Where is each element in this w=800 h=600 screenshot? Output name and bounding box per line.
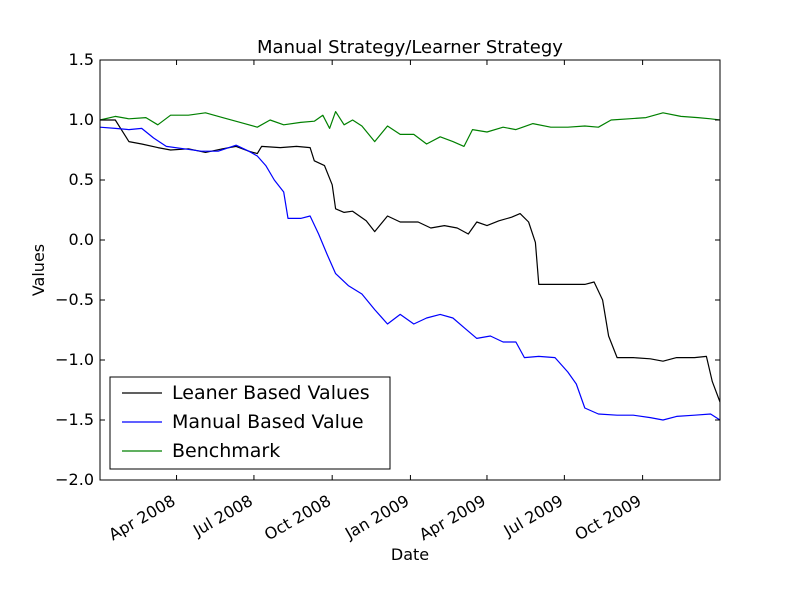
y-tick-label-2: 0.5 xyxy=(69,170,94,189)
series-line-0 xyxy=(100,119,721,403)
y-tick-label-3: 0.0 xyxy=(69,230,94,249)
legend-label-0: Leaner Based Values xyxy=(172,382,370,404)
y-tick-label-6: −1.5 xyxy=(55,410,94,429)
series-line-2 xyxy=(99,110,721,147)
series-layer xyxy=(99,110,721,421)
legend-box xyxy=(109,376,391,470)
series-line-1 xyxy=(99,126,721,421)
y-tick-label-4: −0.5 xyxy=(55,290,94,309)
legend-label-1: Manual Based Value xyxy=(172,411,364,433)
chart-title: Manual Strategy/Learner Strategy xyxy=(257,37,563,58)
y-axis-label: Values xyxy=(29,244,48,296)
x-axis-label: Date xyxy=(391,545,429,564)
y-tick-label-1: 1.0 xyxy=(69,110,94,129)
legend: Leaner Based Values Manual Based Value Ben… xyxy=(109,376,391,470)
legend-label-2: Benchmark xyxy=(172,440,280,462)
y-tick-label-5: −1.0 xyxy=(55,350,94,369)
y-tick-label-0: 1.5 xyxy=(69,50,94,69)
y-tick-label-7: −2.0 xyxy=(55,470,94,489)
